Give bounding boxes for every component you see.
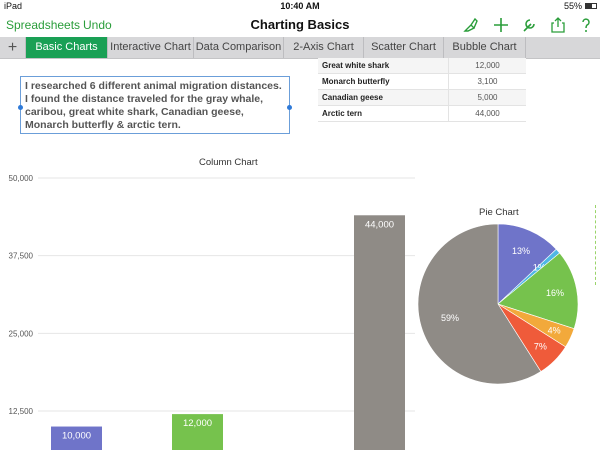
table-row[interactable]: Monarch butterfly 3,100 [318, 73, 526, 90]
table-cell-value[interactable]: 12,000 [448, 58, 526, 74]
bar-value-label: 12,000 [183, 418, 212, 429]
column-chart-title: Column Chart [199, 157, 258, 168]
table-cell-name[interactable]: Arctic tern [318, 105, 449, 122]
bar-value-label: 44,000 [365, 219, 394, 230]
table-row[interactable]: Arctic tern 44,000 [318, 105, 526, 122]
table-cell-value[interactable]: 3,100 [448, 73, 526, 90]
pie-slice[interactable] [417, 223, 542, 385]
tab-basic-charts[interactable]: Basic Charts [26, 37, 108, 58]
plus-icon[interactable] [492, 16, 510, 34]
battery-icon [585, 3, 597, 9]
pie-slice-label: 4% [548, 325, 561, 335]
table-cell-name[interactable]: Monarch butterfly [318, 73, 449, 90]
spreadsheets-button[interactable]: Spreadsheets [6, 18, 81, 32]
sheet-tab-bar: + Basic Charts Interactive Chart Data Co… [0, 37, 600, 59]
chart-legend-edge [595, 205, 600, 285]
tab-bubble-chart[interactable]: Bubble Chart [444, 37, 526, 58]
y-tick-label: 25,000 [9, 329, 34, 338]
y-tick-label: 37,500 [9, 252, 34, 261]
tab-2-axis-chart[interactable]: 2-Axis Chart [284, 37, 364, 58]
table-row[interactable]: Great white shark 12,000 [318, 58, 526, 74]
pie-slice-label: 16% [546, 288, 564, 298]
carrier-label: iPad [4, 1, 23, 11]
pie-chart-title: Pie Chart [479, 207, 519, 218]
tab-scatter-chart[interactable]: Scatter Chart [364, 37, 444, 58]
status-bar: iPad 10:40 AM 55% [0, 0, 600, 13]
bar-value-label: 10,000 [62, 431, 91, 442]
table-cell-name[interactable]: Canadian geese [318, 89, 449, 106]
table-cell-value[interactable]: 5,000 [448, 89, 526, 106]
document-title: Charting Basics [250, 17, 350, 32]
y-tick-label: 50,000 [9, 174, 34, 183]
clock: 10:40 AM [280, 1, 320, 11]
pie-slice[interactable] [497, 223, 557, 305]
brush-icon[interactable] [462, 16, 480, 34]
share-icon[interactable] [549, 16, 567, 34]
help-icon[interactable] [577, 16, 595, 34]
toolbar: Spreadsheets Undo Charting Basics [0, 13, 600, 37]
data-table: Great white shark 12,000 Monarch butterf… [318, 58, 526, 122]
tab-interactive-chart[interactable]: Interactive Chart [108, 37, 194, 58]
table-row[interactable]: Canadian geese 5,000 [318, 89, 526, 106]
wrench-icon[interactable] [520, 16, 538, 34]
column-chart[interactable]: 50,000 37,500 25,000 12,500 10,000 12,000 44,0… [0, 168, 420, 450]
undo-button[interactable]: Undo [83, 18, 112, 32]
pie-slice[interactable] [497, 252, 579, 330]
add-sheet-button[interactable]: + [0, 37, 26, 58]
y-tick-label: 12,500 [9, 407, 34, 416]
tab-data-comparison[interactable]: Data Comparison [194, 37, 284, 58]
column-bar[interactable] [51, 426, 102, 450]
resize-handle-left[interactable] [18, 105, 23, 110]
pie-slice-label: 1% [533, 263, 546, 273]
pie-chart[interactable]: 13%1% 16% 4%7% 59% [416, 222, 580, 386]
column-bar[interactable] [354, 215, 405, 450]
table-cell-value[interactable]: 44,000 [448, 105, 526, 122]
pie-slice-label: 59% [441, 313, 459, 323]
table-cell-name[interactable]: Great white shark [318, 58, 449, 74]
text-box[interactable]: I researched 6 different animal migratio… [18, 76, 292, 134]
text-box-content: I researched 6 different animal migratio… [25, 80, 282, 131]
pie-slice-label: 7% [534, 341, 547, 351]
battery-percent: 55% [563, 1, 582, 11]
pie-slice-label: 13% [512, 246, 530, 256]
column-bar[interactable] [172, 414, 223, 450]
resize-handle-right[interactable] [287, 105, 292, 110]
